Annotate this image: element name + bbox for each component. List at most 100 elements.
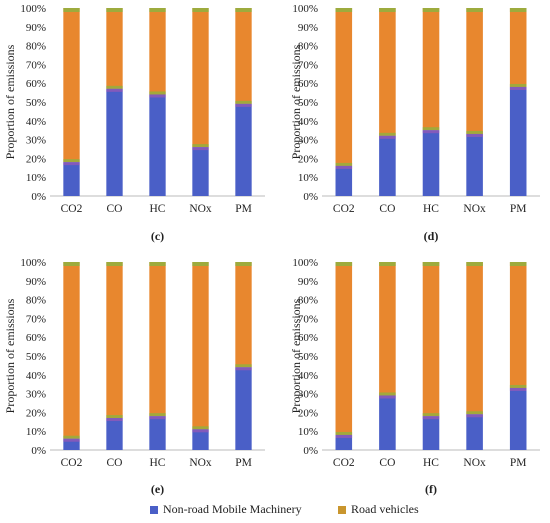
y-tick-label: 0% — [303, 445, 318, 457]
x-tick-label: HC — [423, 203, 439, 215]
bar-road-vehicles — [149, 8, 166, 95]
bar-top-accent — [106, 8, 123, 12]
bar-nrmm-tint — [466, 133, 483, 137]
x-tick-label: CO — [379, 457, 395, 469]
y-tick-label: 30% — [298, 135, 318, 147]
bar-top-accent — [422, 262, 440, 266]
x-tick-label: HC — [423, 457, 439, 469]
legend-item-nrmm: Non-road Mobile Machinery — [150, 502, 302, 517]
bar-junction-accent — [106, 415, 123, 419]
bar-nrmm — [106, 88, 123, 196]
y-tick-label: 90% — [26, 276, 46, 288]
y-tick-label: 0% — [31, 191, 46, 203]
panel-label: (f) — [425, 482, 437, 496]
bar-nrmm — [192, 429, 209, 450]
bar-road-vehicles — [335, 8, 353, 166]
bar-nrmm — [192, 147, 209, 196]
x-tick-label: NOx — [189, 457, 212, 469]
bar-nrmm-tint — [63, 438, 80, 442]
bar-road-vehicles — [509, 262, 527, 388]
bar-junction-accent — [149, 413, 166, 417]
bar-nrmm-tint — [235, 103, 252, 107]
bar-nrmm-tint — [192, 147, 209, 151]
bar-nrmm — [149, 94, 166, 196]
bar-junction-accent — [149, 91, 166, 95]
y-tick-label: 60% — [26, 78, 46, 90]
y-tick-label: 90% — [26, 22, 46, 34]
y-tick-label: 30% — [26, 135, 46, 147]
bar-nrmm-tint — [235, 367, 252, 371]
bar-road-vehicles — [422, 262, 440, 417]
bar-nrmm — [335, 165, 353, 196]
bar-nrmm-tint — [509, 86, 527, 90]
y-tick-label: 70% — [298, 313, 318, 325]
x-tick-label: CO2 — [61, 203, 83, 215]
bar-nrmm — [422, 416, 440, 450]
bar-junction-accent — [192, 144, 209, 148]
x-tick-label: CO2 — [333, 457, 355, 469]
y-tick-label: 100% — [20, 257, 46, 269]
bar-nrmm-tint — [192, 429, 209, 433]
y-tick-label: 90% — [298, 22, 318, 34]
bar-nrmm-tint — [422, 130, 440, 134]
panel-label: (e) — [151, 482, 164, 496]
bar-junction-accent — [466, 411, 483, 415]
bar-junction-accent — [422, 413, 440, 417]
bar-nrmm-tint — [106, 88, 123, 92]
x-tick-label: CO2 — [333, 203, 355, 215]
bar-road-vehicles — [466, 262, 483, 415]
y-tick-label: 80% — [298, 41, 318, 53]
bar-nrmm — [379, 395, 396, 450]
y-tick-label: 100% — [20, 3, 46, 15]
y-tick-label: 20% — [26, 153, 46, 165]
y-tick-label: 40% — [26, 370, 46, 382]
bar-junction-accent — [509, 384, 527, 388]
bar-top-accent — [149, 8, 166, 12]
y-tick-label: 40% — [298, 370, 318, 382]
y-tick-label: 30% — [26, 389, 46, 401]
bar-junction-accent — [106, 85, 123, 89]
bar-nrmm — [335, 434, 353, 450]
bar-nrmm-tint — [422, 416, 440, 420]
bar-top-accent — [235, 262, 252, 266]
y-tick-label: 30% — [298, 389, 318, 401]
y-tick-label: 70% — [26, 59, 46, 71]
y-tick-label: 20% — [298, 153, 318, 165]
bar-top-accent — [509, 262, 527, 266]
bar-nrmm — [235, 103, 252, 196]
bar-junction-accent — [235, 364, 252, 368]
bar-nrmm — [466, 414, 483, 450]
bar-junction-accent — [63, 435, 80, 439]
y-tick-label: 50% — [26, 97, 46, 109]
bar-junction-accent — [466, 130, 483, 134]
y-tick-label: 40% — [26, 116, 46, 128]
bar-junction-accent — [379, 132, 396, 136]
bar-nrmm — [149, 416, 166, 450]
bar-nrmm-tint — [106, 418, 123, 422]
x-tick-label: CO — [107, 203, 123, 215]
y-axis-title: Proportion of emissions — [289, 44, 303, 159]
x-tick-label: PM — [235, 457, 252, 469]
x-tick-label: CO — [379, 203, 395, 215]
bar-road-vehicles — [379, 8, 396, 136]
bar-top-accent — [379, 8, 396, 12]
y-tick-label: 70% — [26, 313, 46, 325]
y-axis-title: Proportion of emissions — [3, 44, 17, 159]
x-tick-label: HC — [150, 457, 166, 469]
bar-top-accent — [466, 8, 483, 12]
bar-junction-accent — [192, 426, 209, 430]
y-tick-label: 60% — [298, 332, 318, 344]
y-tick-label: 50% — [298, 97, 318, 109]
bar-nrmm — [63, 438, 80, 450]
bar-road-vehicles — [192, 8, 209, 148]
bar-nrmm-tint — [335, 165, 353, 169]
legend-label-nrmm: Non-road Mobile Machinery — [163, 502, 302, 516]
y-tick-label: 10% — [298, 426, 318, 438]
y-tick-label: 80% — [298, 295, 318, 307]
bar-nrmm — [106, 418, 123, 450]
bar-nrmm-tint — [466, 414, 483, 418]
panel-label: (d) — [424, 229, 439, 243]
bar-junction-accent — [509, 83, 527, 87]
bar-top-accent — [106, 262, 123, 266]
